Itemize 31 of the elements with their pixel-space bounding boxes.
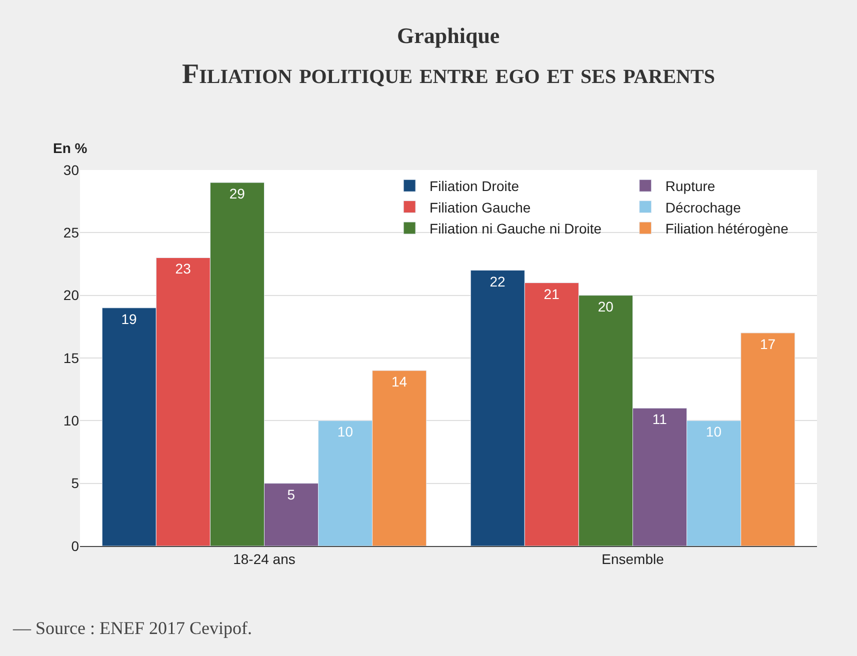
y-tick-label: 5 [71,475,80,492]
x-tick-label: 18-24 ans [233,550,296,567]
y-axis-title: En % [53,140,88,156]
data-label: 20 [598,298,614,314]
x-tick-label: Ensemble [602,550,664,567]
y-tick-label: 0 [71,538,80,554]
legend-label: Filiation Droite [430,178,520,194]
chart-title: Graphique [397,23,500,48]
data-label: 22 [490,273,506,290]
y-tick-label: 30 [63,162,80,178]
data-label: 10 [706,424,722,440]
chart-subtitle: Filiation politique entre ego et ses parents [182,59,715,90]
y-tick-label: 10 [63,412,80,429]
legend-label: Rupture [665,178,716,194]
legend-label: Filiation hétérogène [665,220,789,236]
data-label: 23 [175,260,192,277]
y-tick-label: 25 [63,224,80,241]
data-label: 21 [544,286,560,302]
legend-label: Filiation Gauche [430,199,531,216]
data-label: 17 [760,336,776,352]
data-label: 5 [287,486,296,502]
legend-label: Décrochage [665,199,742,216]
y-tick-label: 15 [63,350,80,366]
data-label: 29 [229,186,246,202]
text: — Source : ENEF 2017 Cevipof. [12,618,252,638]
data-label: 19 [121,310,138,327]
data-label: 10 [337,424,354,440]
y-tick-label: 20 [63,287,80,304]
legend-label: Filiation ni Gauche ni Droite [430,220,602,236]
data-label: 11 [652,411,668,428]
data-label: 14 [391,374,408,390]
